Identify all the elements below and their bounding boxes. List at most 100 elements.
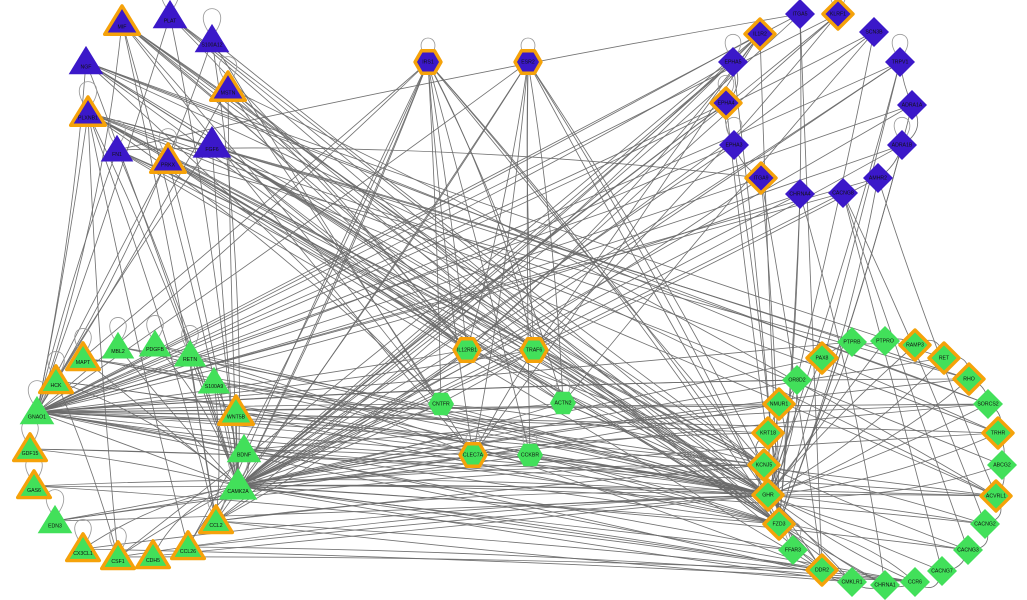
graph-node-epha5[interactable]: EPHA5	[718, 47, 748, 77]
node-shape-triangle[interactable]	[64, 341, 102, 372]
node-shape-diamond[interactable]	[859, 17, 889, 47]
graph-node-ccr6[interactable]: CCR6	[900, 567, 930, 597]
node-shape-diamond[interactable]	[762, 387, 796, 421]
node-shape-diamond[interactable]	[870, 570, 900, 600]
graph-node-actn2[interactable]: ACTN2	[550, 391, 576, 415]
node-shape-diamond[interactable]	[762, 507, 796, 541]
graph-node-adra1a[interactable]: ADRA1A	[897, 90, 927, 120]
graph-node-wnt5b[interactable]: WNT5B	[216, 394, 256, 426]
graph-node-cacng2[interactable]: CACNG2	[970, 509, 1000, 539]
graph-node-ffar3[interactable]: FFAR3	[778, 535, 808, 565]
graph-node-abcg2[interactable]: ABCG2	[987, 450, 1017, 480]
node-shape-diamond[interactable]	[885, 47, 915, 77]
graph-node-cckbr[interactable]: CCKBR	[517, 443, 543, 467]
graph-node-klrf1[interactable]: KLRF1	[821, 0, 855, 31]
graph-node-ptprb[interactable]: PTPRB	[837, 327, 867, 357]
graph-node-ptpro[interactable]: PTPRO	[870, 326, 900, 356]
node-shape-diamond[interactable]	[927, 556, 957, 586]
graph-node-pdgfb[interactable]: PDGFB	[138, 329, 172, 357]
graph-node-fgf6[interactable]: FGF6	[192, 125, 232, 158]
node-shape-hexagon[interactable]	[519, 337, 549, 363]
node-shape-diamond[interactable]	[897, 90, 927, 120]
node-shape-triangle[interactable]	[102, 4, 142, 36]
graph-node-ghr[interactable]: GHR	[751, 478, 785, 512]
graph-node-mapt[interactable]: MAPT	[64, 341, 102, 372]
graph-node-ccl2[interactable]: CCL2	[197, 504, 235, 535]
node-shape-diamond[interactable]	[751, 478, 785, 512]
node-shape-hexagon[interactable]	[458, 442, 488, 468]
graph-node-plxnb1[interactable]: PLXNB1	[68, 95, 108, 127]
node-shape-triangle[interactable]	[173, 339, 207, 367]
node-shape-diamond[interactable]	[744, 161, 778, 195]
graph-node-cacng7[interactable]: CACNG7	[927, 556, 957, 586]
graph-node-s100a9[interactable]: S100A9	[197, 366, 231, 394]
node-shape-hexagon[interactable]	[550, 391, 576, 415]
node-shape-diamond[interactable]	[870, 326, 900, 356]
graph-node-traf6[interactable]: TRAF6	[519, 337, 549, 363]
graph-node-trpv1[interactable]: TRPV1	[885, 47, 915, 77]
graph-node-rho[interactable]: RHO	[952, 362, 986, 396]
node-shape-diamond[interactable]	[987, 450, 1017, 480]
node-shape-diamond[interactable]	[782, 365, 812, 395]
graph-node-il12rb1[interactable]: IL12RB1	[452, 337, 482, 363]
graph-node-cdh5[interactable]: CDH5	[134, 539, 172, 570]
graph-node-gdf15[interactable]: GDF15	[11, 432, 49, 463]
graph-node-gnao1[interactable]: GNAO1	[19, 395, 55, 425]
graph-node-clec7a[interactable]: CLEC7A	[458, 442, 488, 468]
node-shape-diamond[interactable]	[778, 535, 808, 565]
node-shape-triangle[interactable]	[197, 504, 235, 535]
graph-node-cmklr1[interactable]: CMKLR1	[837, 567, 867, 597]
node-shape-hexagon[interactable]	[513, 49, 543, 75]
graph-node-ret[interactable]: RET	[927, 341, 961, 375]
graph-node-camk2a[interactable]: CAMK2A	[218, 467, 258, 500]
graph-node-csf1[interactable]: CSF1	[99, 540, 137, 571]
graph-node-krt18[interactable]: KRT18	[751, 416, 785, 450]
node-shape-triangle[interactable]	[138, 329, 172, 357]
node-shape-diamond[interactable]	[953, 535, 983, 565]
graph-node-cntfr[interactable]: CNTFR	[428, 392, 454, 416]
node-shape-triangle[interactable]	[148, 142, 188, 174]
graph-node-kcnj5[interactable]: KCNJ5	[747, 448, 781, 482]
node-shape-triangle[interactable]	[68, 45, 104, 75]
graph-node-gas6[interactable]: GAS6	[15, 469, 53, 500]
node-shape-diamond[interactable]	[898, 328, 932, 362]
node-shape-triangle[interactable]	[208, 70, 248, 102]
node-shape-diamond[interactable]	[805, 553, 839, 587]
graph-node-ddr2[interactable]: DDR2	[805, 553, 839, 587]
graph-node-itga9[interactable]: ITGA9	[744, 161, 778, 195]
node-shape-diamond[interactable]	[927, 341, 961, 375]
graph-node-pax8[interactable]: PAX8	[805, 341, 839, 375]
node-shape-diamond[interactable]	[785, 0, 815, 29]
graph-node-epha3[interactable]: EPHA3	[719, 130, 749, 160]
node-shape-triangle[interactable]	[169, 530, 207, 561]
node-shape-triangle[interactable]	[64, 532, 102, 563]
graph-node-fzd3[interactable]: FZD3	[762, 507, 796, 541]
graph-node-plat[interactable]: PLAT	[152, 0, 188, 29]
node-shape-triangle[interactable]	[226, 433, 262, 463]
graph-node-ramp3[interactable]: RAMP3	[898, 328, 932, 362]
graph-node-trhr[interactable]: TRHR	[981, 416, 1015, 450]
node-shape-diamond[interactable]	[837, 327, 867, 357]
graph-node-sorcs2[interactable]: SORCS2	[973, 389, 1003, 419]
node-shape-triangle[interactable]	[15, 469, 53, 500]
node-shape-triangle[interactable]	[194, 23, 230, 53]
graph-node-chrna4[interactable]: CHRNA4	[785, 179, 815, 209]
node-shape-triangle[interactable]	[134, 539, 172, 570]
graph-node-cx3cl1[interactable]: CX3CL1	[64, 532, 102, 563]
graph-node-adra1b[interactable]: ADRA1B	[887, 130, 917, 160]
node-shape-hexagon[interactable]	[428, 392, 454, 416]
graph-node-cacng3[interactable]: CACNG3	[953, 535, 983, 565]
node-shape-diamond[interactable]	[747, 448, 781, 482]
graph-node-epha4[interactable]: EPHA4	[709, 86, 743, 120]
graph-node-bdnf[interactable]: BDNF	[226, 433, 262, 463]
node-shape-diamond[interactable]	[821, 0, 855, 31]
node-shape-diamond[interactable]	[887, 130, 917, 160]
node-shape-triangle[interactable]	[11, 432, 49, 463]
node-shape-diamond[interactable]	[979, 479, 1013, 513]
node-shape-triangle[interactable]	[37, 364, 75, 395]
graph-node-esr2[interactable]: ESR2	[513, 49, 543, 75]
node-shape-hexagon[interactable]	[517, 443, 543, 467]
node-shape-triangle[interactable]	[216, 394, 256, 426]
